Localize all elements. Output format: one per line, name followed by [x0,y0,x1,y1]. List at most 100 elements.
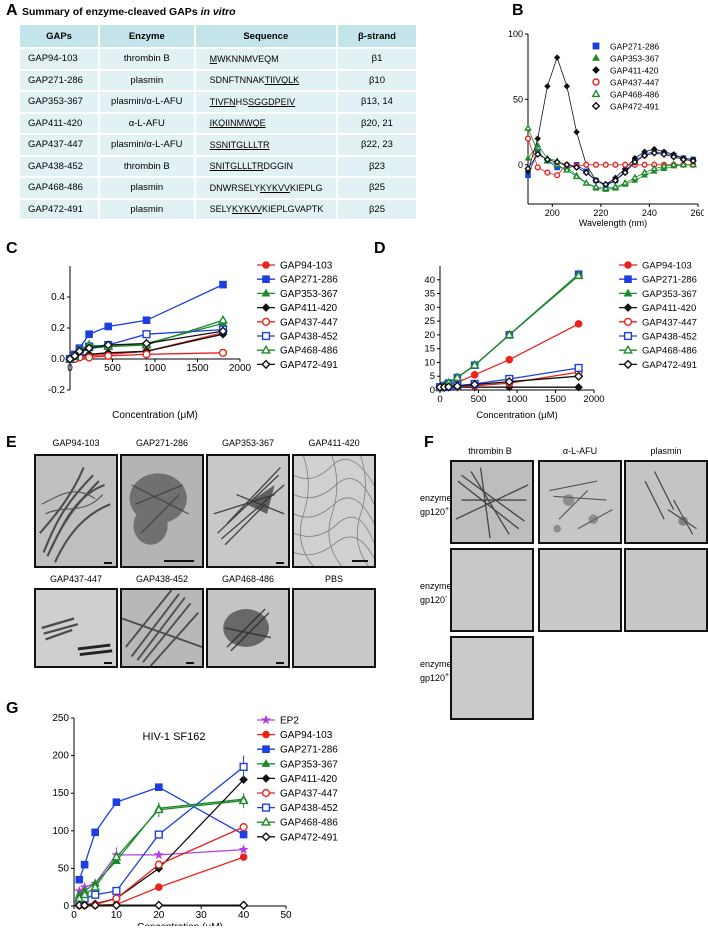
data-point [153,849,164,860]
legend-marker [261,788,271,798]
sequence-segment-underlined: SNITGLLLTR [209,161,264,172]
table-row: GAP437-447 plasmin/α-L-AFU SSNITGLLLTR β22,… [20,135,416,155]
data-point [238,795,249,805]
cell-gap: GAP468-486 [20,178,98,198]
micrograph-gap271-286 [120,454,204,568]
micrograph-gap468-486 [206,588,290,668]
series-GAP438-452 [75,755,248,907]
y-tick-label: 0 [518,160,523,170]
legend-label: GAP472-491 [280,832,338,843]
scale-bar [186,662,194,664]
data-point [544,83,551,90]
legend-marker [624,261,632,269]
data-point [631,173,639,181]
data-point [553,54,561,61]
data-point [622,161,629,168]
legend-label: EP2 [280,716,299,727]
data-point [602,161,609,168]
micrograph-gap438-452 [120,588,204,668]
legend-marker [592,78,600,86]
data-point [154,830,163,839]
legend-label: GAP468-486 [280,346,338,357]
legend-label: GAP437-447 [642,317,697,328]
y-tick-label: 35 [424,289,435,300]
cell-strand: β25 [337,199,416,219]
data-point [534,164,541,171]
data-point [574,382,583,392]
panel-label-c: C [6,240,18,257]
legend-marker [592,66,600,74]
cell-strand: β1 [337,49,416,69]
legend-label: GAP472-491 [610,102,659,112]
series-GAP468-486 [524,123,697,191]
cell-enzyme: α-L-AFU [100,113,194,133]
y-tick-label: 20 [424,330,435,341]
cell-gap: GAP438-452 [20,156,98,176]
data-point [111,900,122,910]
legend-label: GAP271-286 [642,275,697,286]
data-point [611,182,620,190]
series-GAP472-491 [65,326,228,364]
cell-strand: β25 [337,178,416,198]
legend-marker [623,303,633,312]
data-point [141,338,152,349]
legend-label: GAP468-486 [610,90,659,100]
legend-label: GAP94-103 [280,261,333,272]
legend-marker [261,303,271,312]
data-point [573,270,584,280]
x-tick-label: 0 [67,363,73,374]
data-point [218,348,228,357]
legend: GAP271-286 GAP353-367 GAP411-420 GAP437-447… [591,42,659,112]
legend-label: GAP468-486 [642,346,697,357]
legend-marker [262,730,270,739]
legend-marker [624,275,632,283]
data-point [563,165,571,173]
data-point [544,169,551,176]
micrograph-gap437-447 [34,588,118,668]
micrograph-no-enzyme-gp120-plus [450,636,534,720]
series-line [527,128,694,189]
cell-strand: β22, 23 [337,135,416,155]
data-point [669,160,678,168]
y-tick-label: 100 [508,29,523,39]
data-point [155,883,163,892]
data-point [574,363,583,373]
cell-enzyme: plasmin [100,70,194,90]
gap-summary-table: GAPs Enzyme Sequence β-strand GAP94-103 thro… [18,23,418,221]
table-row: GAP472-491 plasmin SELYKYKVVKIEPLGVAPTK β25 [20,199,416,219]
legend-marker [623,331,633,341]
data-point [534,150,542,158]
data-point [582,178,591,186]
data-point [592,176,600,185]
x-tick-label: 500 [104,363,121,374]
data-point [142,350,151,359]
x-axis-label: Concentration (μM) [112,410,198,420]
micrograph-afu-gp120-plus [538,460,622,544]
scale-bar [352,560,368,562]
f-column-afu: α-L-AFU [562,446,598,456]
micrograph-plasmin-gp120-plus [624,460,708,544]
legend-label: GAP438-452 [280,803,338,814]
table-row: GAP411-420 α-L-AFU IKQIINMWQE β20, 21 [20,113,416,133]
panel-label-b: B [512,2,524,19]
cell-sequence: DNWRSELYKYKVVKIEPLG [195,178,336,198]
cell-sequence: SNITGLLLTRDGGIN [195,156,336,176]
data-point [470,371,479,379]
legend-label: GAP437-447 [280,789,338,800]
table-body: GAP94-103 thrombin B MWKNNMVEQM β1 GAP271-28… [20,49,416,219]
data-point [543,155,552,164]
data-point [640,151,649,160]
legend-label: GAP271-286 [610,42,659,52]
table-row: GAP353-367 plasmin/α-L-AFU TIVFNHSSGGDPEIV… [20,92,416,112]
x-axis-label: Wavelength (nm) [579,218,647,228]
legend-marker [260,714,272,725]
y-tick-label: 25 [424,316,435,327]
cell-enzyme: thrombin B [100,49,194,69]
sequence-segment: KIEPLGVAPTK [261,204,324,215]
legend-label: GAP353-367 [610,54,659,64]
data-point [79,889,90,899]
scale-bar [164,560,194,562]
sequence-segment-underlined: KYKVV [231,204,262,215]
sequence-segment-underlined: SSNITGLLLTR [209,139,270,150]
y-tick-label: 0.0 [51,354,65,365]
